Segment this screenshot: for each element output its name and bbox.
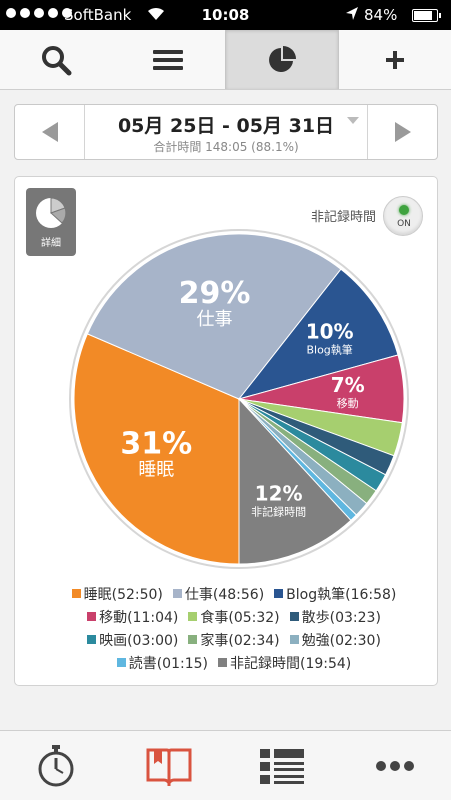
legend-item: 食事(05:32) (188, 607, 280, 627)
legend-swatch (289, 635, 299, 644)
legend-swatch (87, 635, 97, 644)
slice-name-label: 仕事 (197, 309, 233, 330)
bottom-tab-bar (0, 730, 451, 800)
legend-label: 映画(03:00) (99, 632, 179, 649)
tab-list[interactable] (226, 731, 339, 800)
battery-icon (412, 9, 441, 22)
legend-label: Blog執筆(16:58) (286, 586, 397, 603)
legend-row: 読書(01:15) 非記録時間(19:54) (54, 651, 414, 674)
date-range-label[interactable]: 05月 25日 - 05月 31日 (117, 115, 335, 137)
pie-chart[interactable]: 31%睡眠 29%仕事 10%Blog執筆 7%移動 12%非記録時間 (64, 224, 414, 574)
slice-percent-label: 12% (255, 481, 303, 505)
legend-item: 映画(03:00) (87, 630, 178, 650)
status-bar: SoftBank 10:08 84% (0, 0, 451, 30)
toggle-label: ON (397, 219, 411, 229)
legend-label: 仕事(48:56) (184, 586, 265, 603)
chevron-left-icon (41, 122, 58, 142)
total-time-label: 合計時間 148:05 (88.1%) (153, 140, 299, 154)
search-icon (42, 45, 72, 75)
carrier-name: SoftBank (64, 6, 132, 24)
legend-swatch (188, 635, 198, 644)
legend-item: 勉強(02:30) (289, 630, 381, 650)
legend-swatch (188, 612, 198, 621)
legend-swatch (71, 589, 81, 598)
legend-label: 勉強(02:30) (301, 632, 381, 649)
unrecorded-time-label: 非記録時間 (310, 210, 376, 225)
pie-chart-icon (268, 45, 296, 72)
legend-swatch (274, 589, 284, 598)
chevron-right-icon (394, 122, 411, 142)
slice-name-label: 睡眠 (138, 459, 174, 480)
legend-swatch (218, 658, 227, 667)
pie-chart-button[interactable] (224, 30, 339, 89)
legend-label: 睡眠(52:50) (83, 586, 163, 603)
legend-row: 睡眠(52:50) 仕事(48:56) Blog執筆(16:58) (54, 582, 414, 605)
date-range-navigator: 05月 25日 - 05月 31日 合計時間 148:05 (88.1%) (14, 104, 438, 160)
signal-dots-icon (6, 8, 72, 18)
slice-percent-label: 7% (331, 373, 365, 397)
legend-item: 移動(11:04) (87, 607, 178, 627)
legend-item: 非記録時間(19:54) (218, 653, 351, 673)
battery-percent: 84% (364, 6, 398, 24)
legend-label: 家事(02:34) (200, 632, 280, 649)
slice-name-label: 非記録時間 (251, 504, 306, 518)
legend-label: 食事(05:32) (200, 609, 280, 626)
add-button[interactable] (339, 30, 451, 89)
detail-label: 詳細 (41, 238, 61, 249)
pie-slice-10[interactable] (238, 397, 352, 565)
location-arrow-icon (344, 5, 360, 27)
list-icon (259, 748, 304, 784)
menu-button[interactable] (112, 30, 224, 89)
search-button[interactable] (0, 30, 112, 89)
legend-item: 散歩(03:23) (289, 607, 381, 627)
prev-week-button[interactable] (15, 105, 85, 159)
legend-row: 移動(11:04) 食事(05:32) 散歩(03:23) (54, 605, 414, 628)
legend-swatch (116, 658, 126, 667)
pie-chart-icon (36, 197, 67, 228)
legend-item: 仕事(48:56) (172, 584, 265, 604)
chart-legend: 睡眠(52:50) 仕事(48:56) Blog執筆(16:58) 移動(11:04)… (54, 582, 414, 674)
legend-label: 非記録時間(19:54) (230, 655, 352, 672)
legend-label: 散歩(03:23) (301, 609, 381, 626)
tab-log[interactable] (113, 731, 226, 800)
menu-icon (153, 49, 184, 70)
book-icon (146, 748, 192, 786)
stopwatch-icon (38, 744, 74, 786)
legend-item: 読書(01:15) (116, 653, 208, 673)
plus-icon (385, 50, 404, 69)
pie-slice-2[interactable] (237, 268, 399, 400)
pie-slice-1[interactable] (86, 233, 342, 400)
legend-item: Blog執筆(16:58) (274, 584, 396, 604)
slice-percent-label: 29% (179, 276, 251, 311)
tab-timer[interactable] (0, 731, 113, 800)
slice-percent-label: 10% (306, 320, 354, 344)
legend-row: 映画(03:00) 家事(02:34) 勉強(02:30) (54, 628, 414, 651)
status-led-icon (399, 205, 409, 215)
legend-swatch (87, 612, 97, 621)
slice-name-label: 移動 (337, 396, 359, 410)
legend-swatch (172, 589, 182, 598)
pie-slice-0[interactable] (73, 333, 240, 565)
legend-label: 読書(01:15) (128, 655, 208, 672)
legend-swatch (289, 612, 299, 621)
more-icon (375, 760, 414, 771)
triangle-down-icon[interactable] (347, 117, 359, 124)
next-week-button[interactable] (367, 105, 437, 159)
wifi-icon (146, 4, 166, 26)
tab-more[interactable] (338, 731, 451, 800)
legend-label: 移動(11:04) (99, 609, 179, 626)
legend-item: 睡眠(52:50) (71, 584, 163, 604)
top-toolbar (0, 30, 451, 90)
slice-name-label: Blog執筆 (306, 343, 352, 357)
legend-item: 家事(02:34) (188, 630, 280, 650)
detail-button[interactable]: 詳細 (26, 188, 76, 256)
slice-percent-label: 31% (120, 426, 192, 461)
unrecorded-toggle[interactable]: ON (383, 196, 423, 236)
